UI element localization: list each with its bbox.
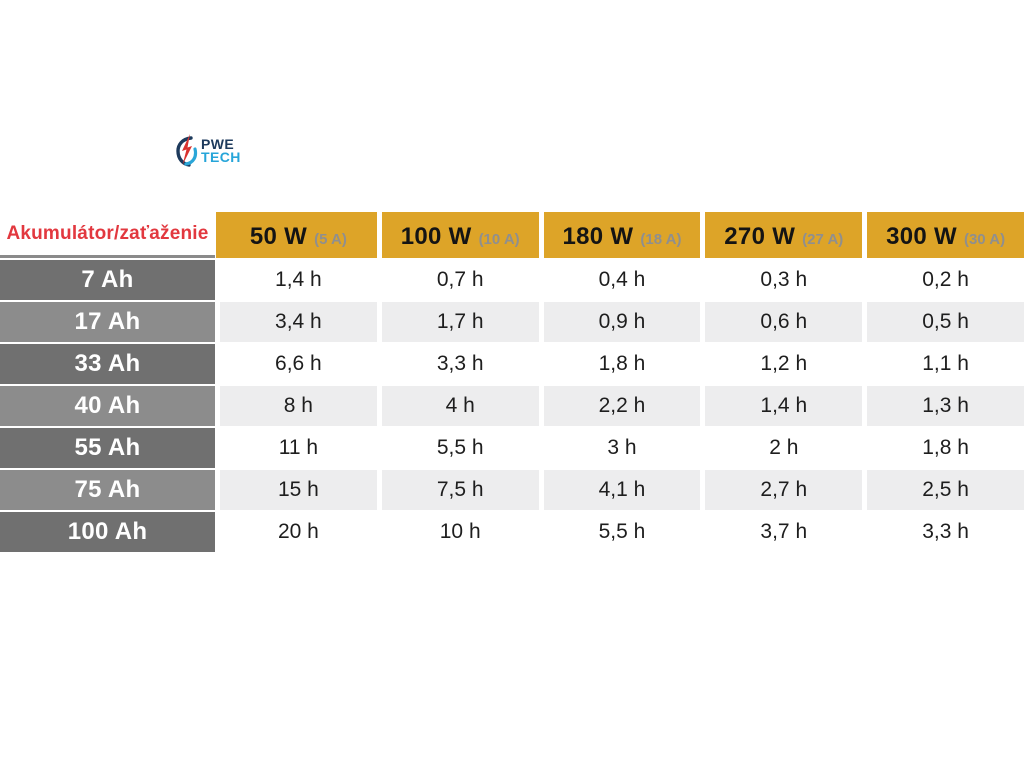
table-cell: 3,7 h bbox=[705, 512, 863, 552]
current-label: (10 A) bbox=[478, 231, 520, 248]
power-label: 270 W bbox=[724, 223, 796, 250]
power-label: 100 W bbox=[400, 223, 472, 250]
power-label: 180 W bbox=[562, 223, 634, 250]
table-cell: 2,7 h bbox=[705, 470, 863, 510]
table-cell: 1,1 h bbox=[867, 344, 1024, 384]
table-cell: 0,5 h bbox=[867, 302, 1024, 342]
table-cell: 5,5 h bbox=[381, 428, 539, 468]
power-label: 300 W bbox=[886, 223, 957, 250]
table-cell: 3,4 h bbox=[220, 302, 377, 342]
table-cell: 7,5 h bbox=[381, 470, 539, 510]
column-header-50w: 50 W (5 A) bbox=[220, 212, 377, 258]
table-cell: 2,2 h bbox=[543, 386, 701, 426]
table-cell: 3,3 h bbox=[867, 512, 1024, 552]
table-cell: 0,9 h bbox=[543, 302, 701, 342]
table-cell: 10 h bbox=[381, 512, 539, 552]
table-cell: 3,3 h bbox=[381, 344, 539, 384]
table-cell: 11 h bbox=[220, 428, 377, 468]
flame-swirl-icon bbox=[176, 134, 198, 167]
table-cell: 1,4 h bbox=[220, 260, 377, 300]
table-cell: 1,2 h bbox=[705, 344, 863, 384]
table-cell: 8 h bbox=[220, 386, 377, 426]
table-cell: 1,8 h bbox=[543, 344, 701, 384]
table-cell: 1,3 h bbox=[867, 386, 1024, 426]
table-corner-header: Akumulátor/zaťaženie bbox=[0, 212, 220, 258]
current-label: (30 A) bbox=[963, 231, 1006, 248]
table-cell: 1,8 h bbox=[867, 428, 1024, 468]
row-header-100ah: 100 Ah bbox=[0, 512, 215, 552]
logo-text-tech: TECH bbox=[201, 149, 241, 165]
row-header-33ah: 33 Ah bbox=[0, 344, 215, 384]
logo-text-pwe: PWE bbox=[201, 136, 235, 152]
table-cell: 0,6 h bbox=[705, 302, 863, 342]
row-header-7ah: 7 Ah bbox=[0, 260, 215, 300]
table-cell: 15 h bbox=[220, 470, 377, 510]
table-cell: 4,1 h bbox=[543, 470, 701, 510]
table-cell: 0,3 h bbox=[705, 260, 863, 300]
battery-runtime-table: Akumulátor/zaťaženie 50 W (5 A) 100 W (1… bbox=[0, 212, 1024, 552]
table-cell: 0,4 h bbox=[543, 260, 701, 300]
row-header-40ah: 40 Ah bbox=[0, 386, 215, 426]
logo-text: PWE TECH bbox=[201, 136, 241, 165]
table-cell: 2,5 h bbox=[867, 470, 1024, 510]
current-label: (18 A) bbox=[640, 231, 682, 248]
row-header-17ah: 17 Ah bbox=[0, 302, 215, 342]
table-cell: 0,2 h bbox=[867, 260, 1024, 300]
pwe-tech-logo: PWE TECH bbox=[176, 133, 241, 169]
column-header-270w: 270 W (27 A) bbox=[705, 212, 863, 258]
table-cell: 20 h bbox=[220, 512, 377, 552]
table-cell: 6,6 h bbox=[220, 344, 377, 384]
row-header-75ah: 75 Ah bbox=[0, 470, 215, 510]
table-cell: 4 h bbox=[381, 386, 539, 426]
table-cell: 0,7 h bbox=[381, 260, 539, 300]
column-header-300w: 300 W (30 A) bbox=[867, 212, 1024, 258]
table-cell: 5,5 h bbox=[543, 512, 701, 552]
column-header-180w: 180 W (18 A) bbox=[543, 212, 701, 258]
table-cell: 1,7 h bbox=[381, 302, 539, 342]
table-cell: 2 h bbox=[705, 428, 863, 468]
power-label: 50 W bbox=[249, 223, 308, 250]
current-label: (5 A) bbox=[314, 231, 347, 248]
column-header-100w: 100 W (10 A) bbox=[381, 212, 539, 258]
table-cell: 1,4 h bbox=[705, 386, 863, 426]
row-header-55ah: 55 Ah bbox=[0, 428, 215, 468]
current-label: (27 A) bbox=[802, 231, 844, 248]
table-cell: 3 h bbox=[543, 428, 701, 468]
